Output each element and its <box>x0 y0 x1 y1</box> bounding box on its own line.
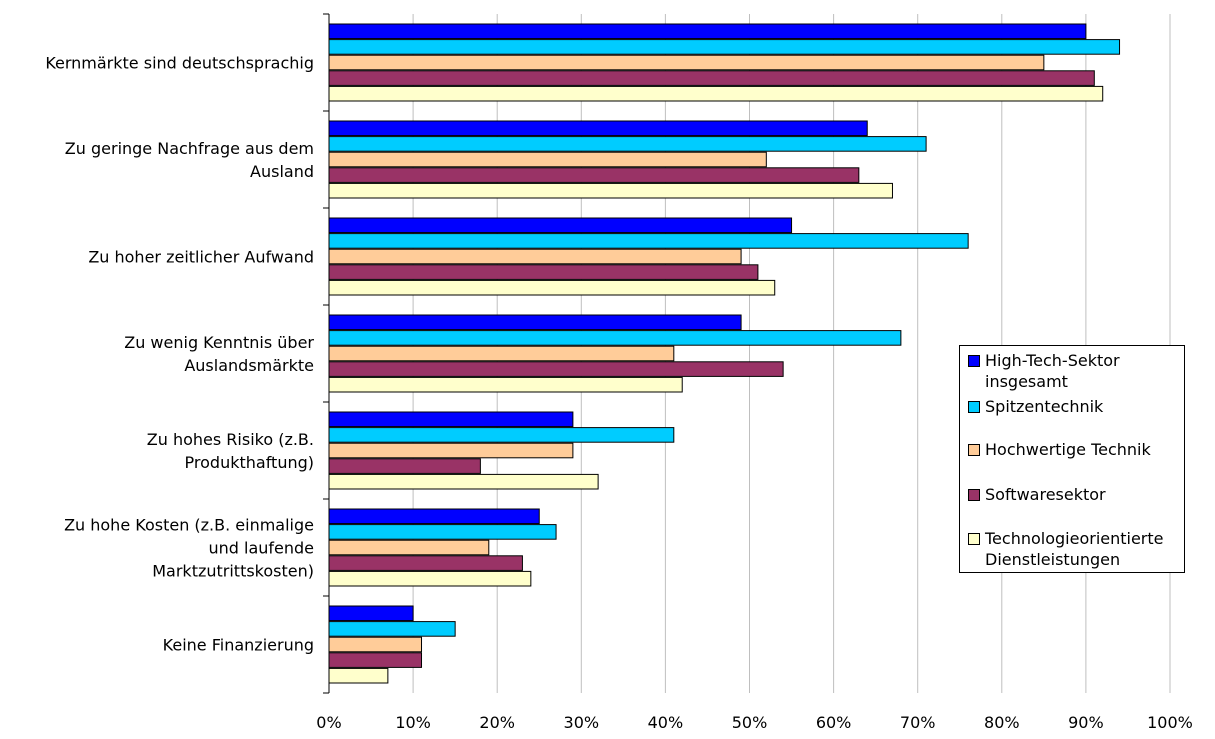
x-tick-label: 100% <box>1147 713 1193 732</box>
x-tick-label: 90% <box>1068 713 1104 732</box>
bar <box>328 136 927 152</box>
bar <box>328 248 742 265</box>
bar <box>328 605 414 622</box>
bar <box>328 636 423 653</box>
bar <box>328 524 557 540</box>
bar <box>328 376 683 393</box>
bar <box>328 621 456 637</box>
bar <box>328 167 860 183</box>
bar <box>328 427 675 443</box>
category-label: Zu geringe Nachfrage aus dem Ausland <box>65 139 314 181</box>
bar <box>328 652 423 668</box>
legend-swatch <box>968 533 980 545</box>
bar <box>328 330 902 346</box>
bar <box>328 539 490 556</box>
bars <box>328 23 1121 684</box>
bar <box>328 458 481 474</box>
legend-item: Hochwertige Technik <box>968 439 1175 460</box>
x-tick-label: 40% <box>648 713 684 732</box>
legend-label: Spitzentechnik <box>985 397 1104 416</box>
bar <box>328 345 675 362</box>
bar <box>328 508 540 525</box>
x-tick-labels: 0% 10% 20% 30% 40% 50% 60% 70% 80% 90% 100% <box>316 713 1193 732</box>
bar <box>328 667 389 684</box>
bar <box>328 570 532 587</box>
bar <box>328 233 969 249</box>
bar <box>328 120 868 137</box>
bar <box>328 411 574 428</box>
x-tick-label: 10% <box>395 713 431 732</box>
bar <box>328 279 776 296</box>
bar <box>328 85 1104 102</box>
bar <box>328 442 574 459</box>
x-tick-label: 0% <box>316 713 341 732</box>
legend-label: Technologieorientierte Dienstleistungen <box>985 529 1164 569</box>
y-axis <box>323 13 330 694</box>
bar <box>328 70 1095 86</box>
legend-swatch <box>968 401 980 413</box>
bar <box>328 264 759 280</box>
legend-label: Hochwertige Technik <box>985 440 1151 459</box>
bar <box>328 361 784 377</box>
legend-item: Softwaresektor <box>968 484 1175 505</box>
x-tick-label: 60% <box>816 713 852 732</box>
x-tick-label: 20% <box>479 713 515 732</box>
legend: High-Tech-Sektor insgesamt Spitzentechni… <box>959 345 1185 573</box>
bar <box>328 473 599 490</box>
legend-label: High-Tech-Sektor insgesamt <box>985 351 1120 391</box>
legend-swatch <box>968 444 980 456</box>
x-tick-label: 80% <box>984 713 1020 732</box>
category-label: Keine Finanzierung <box>163 636 314 655</box>
x-tick-label: 70% <box>900 713 936 732</box>
category-label: Zu hoher zeitlicher Aufwand <box>88 248 314 267</box>
legend-item: Technologieorientierte Dienstleistungen <box>968 528 1175 570</box>
category-label: Zu hohe Kosten (z.B. einmalige und laufen… <box>64 516 314 581</box>
legend-item: Spitzentechnik <box>968 396 1175 417</box>
x-tick-label: 50% <box>732 713 768 732</box>
legend-label: Softwaresektor <box>985 485 1106 504</box>
bar <box>328 23 1087 40</box>
bar <box>328 39 1121 55</box>
bar <box>328 54 1045 71</box>
category-labels: Kernmärkte sind deutschsprachig Zu gering… <box>45 54 314 655</box>
x-tick-label: 30% <box>564 713 600 732</box>
bar <box>328 217 793 234</box>
legend-item: High-Tech-Sektor insgesamt <box>968 350 1175 392</box>
bar <box>328 182 893 199</box>
bar <box>328 151 767 168</box>
legend-swatch <box>968 355 980 367</box>
bar <box>328 555 523 571</box>
category-label: Kernmärkte sind deutschsprachig <box>45 54 314 73</box>
bar <box>328 314 742 331</box>
category-label: Zu wenig Kenntnis über Auslandsmärkte <box>124 333 314 375</box>
category-label: Zu hohes Risiko (z.B. Produkthaftung) <box>147 430 314 472</box>
legend-swatch <box>968 489 980 501</box>
